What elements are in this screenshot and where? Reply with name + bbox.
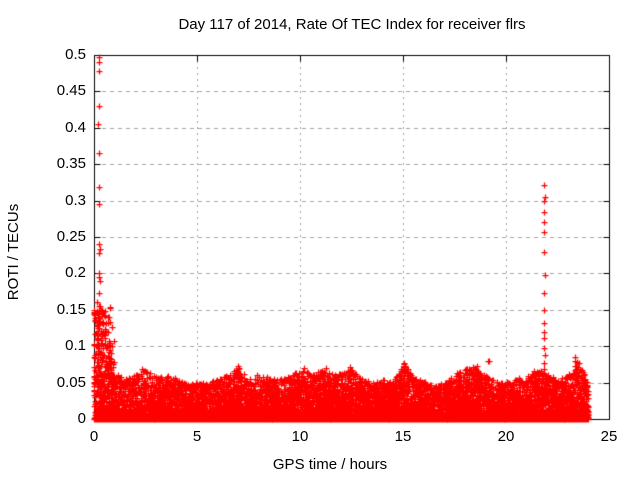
y-axis-label: ROTI / TECUs <box>5 203 22 301</box>
x-tick-label: 25 <box>600 428 618 445</box>
x-tick-label: 20 <box>497 428 515 445</box>
y-tick-label: 0.15 <box>56 300 86 318</box>
y-tick-label: 0.3 <box>65 191 86 209</box>
y-tick-label: 0 <box>77 410 86 427</box>
chart-title: Day 117 of 2014, Rate Of TEC Index for r… <box>178 16 526 33</box>
x-tick-label: 10 <box>291 428 309 445</box>
y-tick-label: 0.4 <box>65 118 86 136</box>
y-tick-label: 0.2 <box>65 264 86 282</box>
y-tick-label: 0.05 <box>56 373 86 391</box>
y-tick-label: 0.35 <box>56 155 86 173</box>
y-tick-label: 0.5 <box>65 46 86 63</box>
y-tick-label: 0.1 <box>65 337 86 355</box>
x-tick-label: 15 <box>394 428 412 445</box>
x-tick-label: 0 <box>89 428 99 445</box>
y-tick-label: 0.25 <box>56 228 86 245</box>
x-tick-label: 5 <box>192 428 202 445</box>
y-tick-label: 0.45 <box>56 82 86 100</box>
x-axis-label: GPS time / hours <box>272 456 388 473</box>
